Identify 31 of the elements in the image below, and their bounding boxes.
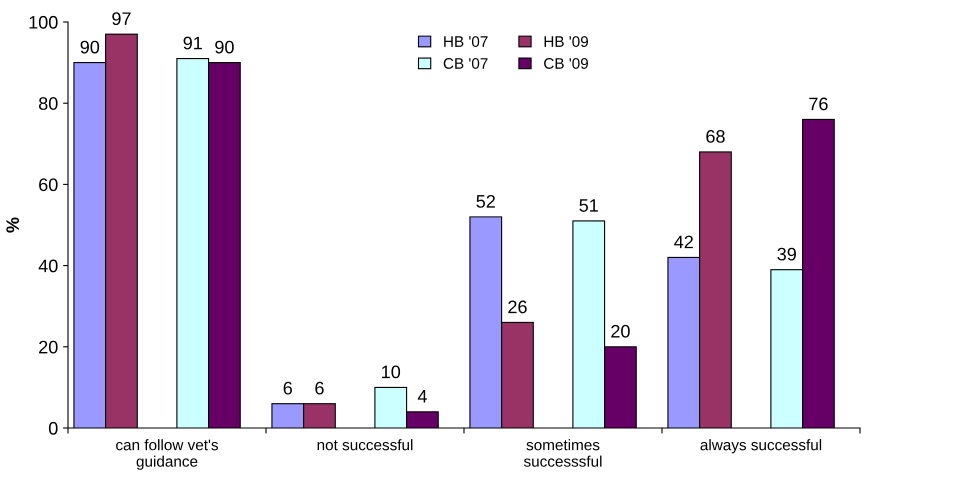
data-label: 97 [112,12,131,26]
legend-label: HB '09 [544,36,588,47]
x-tick-label: can follow vet's guidance [116,439,218,470]
x-tick-label: not successful [318,439,412,450]
data-label: 26 [508,300,527,314]
x-tick-label: always successful [700,439,822,454]
data-label: 52 [476,194,495,208]
x-tick-label: sometimes successsful [524,439,602,467]
data-label: 90 [215,40,234,54]
data-label: 4 [418,390,427,402]
y-tick-label: 60 [39,178,58,192]
legend-label: CB '09 [544,58,588,69]
data-label: 6 [284,382,292,395]
data-label: 90 [80,40,100,54]
y-tick-label: 100 [30,16,58,29]
data-label: 76 [809,98,828,110]
legend-label: CB '07 [444,58,488,69]
data-label: 68 [706,130,725,143]
data-label: 51 [579,199,598,212]
data-label: 20 [611,324,630,338]
y-tick-label: 0 [48,422,58,435]
data-label: 91 [184,36,202,50]
y-axis-title: % [6,217,19,233]
legend-label: HB '07 [444,36,488,47]
data-label: 42 [674,236,693,248]
y-tick-label: 40 [38,260,58,272]
y-tick-label: 20 [39,340,58,354]
data-label: 39 [777,248,796,261]
y-tick-label: 80 [38,97,58,110]
data-label: 10 [382,365,400,378]
data-label: 6 [315,382,324,395]
